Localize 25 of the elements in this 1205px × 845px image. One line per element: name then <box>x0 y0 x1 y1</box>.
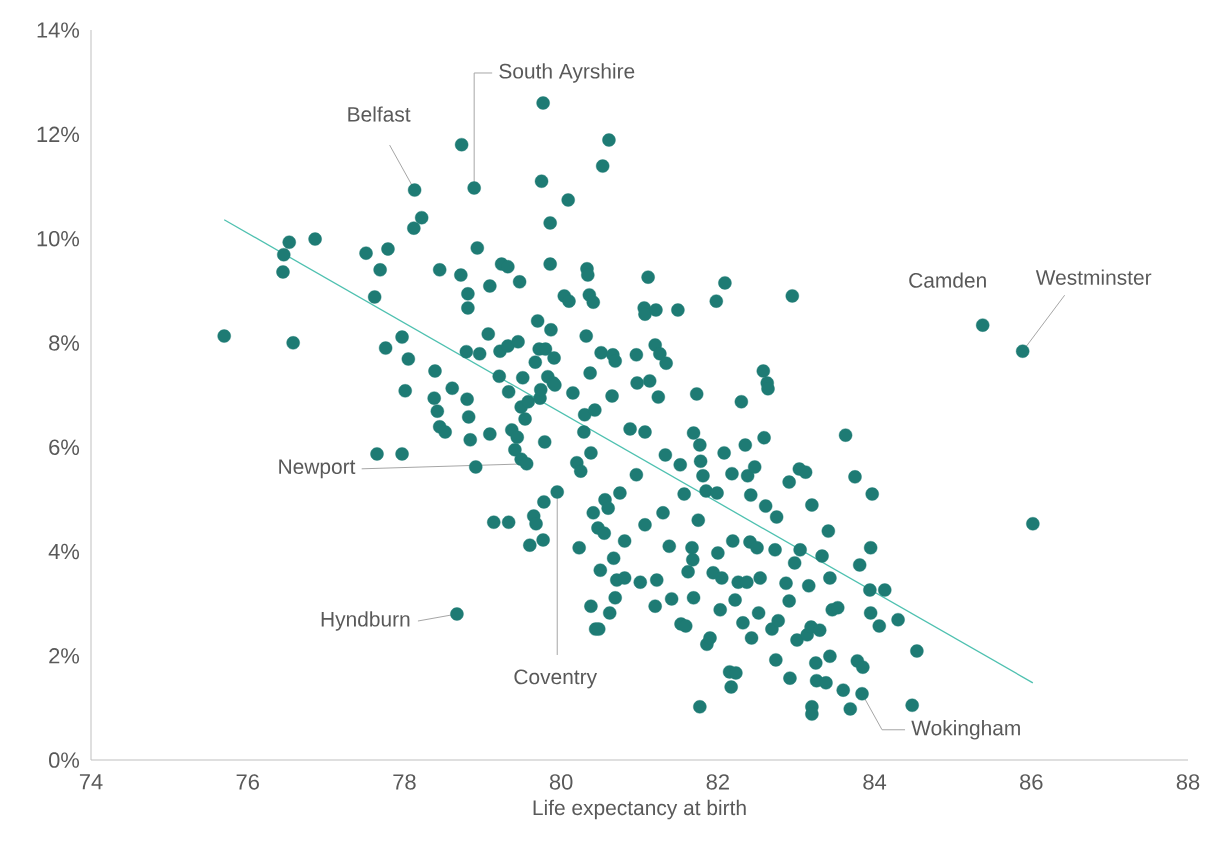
annotation: Westminster <box>1035 269 1152 285</box>
annotation: Camden <box>909 272 986 288</box>
y-tick-label: 8% <box>49 335 80 351</box>
annotation: South Ayrshire <box>499 63 635 83</box>
y-tick-label: 10% <box>37 230 80 247</box>
x-tick-label: 84 <box>863 774 887 790</box>
y-tick-label: 12% <box>37 126 80 143</box>
x-tick-label: 76 <box>236 774 259 790</box>
x-axis-title: Life expectancy at birth <box>533 799 746 820</box>
x-tick-label: 82 <box>706 774 729 790</box>
annotation: Newport <box>279 459 356 479</box>
x-tick-label: 86 <box>1020 774 1043 790</box>
y-tick-label: 6% <box>49 439 80 456</box>
annotation: Wokingham <box>911 720 1020 740</box>
x-tick-label: 78 <box>393 774 416 790</box>
annotation: Belfast <box>348 106 411 122</box>
x-tick-label: 88 <box>1176 774 1200 790</box>
x-tick-label: 74 <box>79 774 103 790</box>
annotation: Coventry <box>514 669 598 689</box>
x-tick-label: 80 <box>549 774 573 790</box>
y-tick-label: 14% <box>37 22 80 38</box>
y-tick-label: 0% <box>49 752 80 768</box>
annotation: Hyndburn <box>321 611 410 631</box>
y-tick-label: 4% <box>48 543 80 560</box>
y-tick-label: 2% <box>49 648 80 664</box>
